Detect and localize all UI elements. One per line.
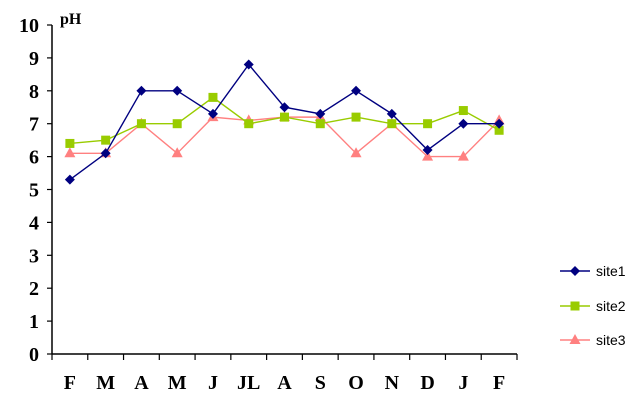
- data-point-site2: [315, 119, 325, 129]
- legend-marker-square: [570, 301, 580, 311]
- y-tick-label: 7: [29, 114, 39, 136]
- legend-label: site2: [596, 298, 626, 314]
- data-point-site1: [243, 59, 254, 70]
- data-point-site2: [494, 125, 504, 135]
- y-axis-ticks: 0 1 2 3 4 5 6 7 8 9 10: [19, 15, 52, 366]
- y-tick-label: 1: [29, 311, 39, 333]
- data-point-site1: [458, 118, 469, 129]
- x-tick-label: J: [208, 372, 218, 394]
- data-point-site2: [101, 135, 111, 145]
- series-site2: [65, 92, 504, 148]
- data-point-site1: [386, 108, 397, 119]
- y-axis-label: pH: [60, 11, 82, 28]
- x-tick-label: S: [315, 372, 326, 394]
- data-point-site2: [172, 119, 182, 129]
- x-tick-label: M: [96, 372, 115, 394]
- y-tick-label: 8: [29, 81, 39, 103]
- x-tick-label: A: [134, 372, 149, 394]
- data-point-site1: [100, 148, 111, 159]
- y-tick-label: 6: [29, 147, 39, 169]
- legend-item-site2: site2: [560, 298, 626, 314]
- x-axis-ticks: F M A M J JL A S O N D J F: [51, 354, 518, 394]
- y-tick-label: 3: [29, 245, 39, 267]
- data-point-site1: [315, 108, 326, 119]
- y-tick-label: 2: [29, 278, 39, 300]
- data-point-site1: [172, 85, 183, 96]
- data-point-site3: [422, 150, 434, 161]
- series-line-site3: [69, 116, 500, 158]
- data-point-site2: [136, 119, 146, 129]
- data-point-site2: [208, 92, 218, 102]
- data-point-site2: [387, 119, 397, 129]
- data-point-site3: [64, 147, 76, 158]
- y-tick-label: 5: [29, 180, 39, 202]
- legend-label: site1: [596, 263, 626, 279]
- data-point-site3: [171, 147, 183, 158]
- series-line-site1: [69, 63, 500, 181]
- x-tick-label: M: [168, 372, 187, 394]
- x-tick-label: JL: [237, 372, 260, 394]
- data-point-site1: [422, 145, 433, 156]
- legend-marker-diamond: [570, 266, 580, 276]
- legend-marker-triangle: [569, 334, 581, 344]
- legend-item-site3: site3: [560, 332, 626, 348]
- data-point-site1: [207, 108, 218, 119]
- series-site1: [64, 59, 505, 185]
- data-point-site1: [351, 85, 362, 96]
- data-point-site3: [350, 147, 362, 158]
- y-tick-label: 10: [19, 15, 39, 37]
- data-point-site2: [423, 119, 433, 129]
- series-layer: [64, 59, 505, 185]
- data-point-site1: [279, 102, 290, 113]
- x-tick-label: D: [420, 372, 434, 394]
- x-tick-label: F: [64, 372, 76, 394]
- data-point-site1: [494, 118, 505, 129]
- data-point-site1: [136, 85, 147, 96]
- data-point-site3: [457, 150, 469, 161]
- y-tick-label: 9: [29, 48, 39, 70]
- x-tick-label: O: [348, 372, 364, 394]
- data-point-site2: [351, 112, 361, 122]
- legend: site1 site2 site3: [560, 263, 626, 348]
- data-point-site2: [280, 112, 289, 122]
- x-tick-label: N: [385, 372, 400, 394]
- y-tick-label: 0: [29, 344, 39, 366]
- data-point-site2: [458, 106, 468, 116]
- x-tick-label: J: [458, 372, 468, 394]
- data-point-site2: [244, 119, 254, 129]
- legend-label: site3: [596, 332, 626, 348]
- x-tick-label: A: [277, 372, 292, 394]
- x-tick-label: F: [493, 372, 505, 394]
- data-point-site1: [64, 174, 75, 185]
- data-point-site2: [65, 138, 75, 148]
- legend-item-site1: site1: [560, 263, 626, 279]
- y-tick-label: 4: [29, 212, 39, 234]
